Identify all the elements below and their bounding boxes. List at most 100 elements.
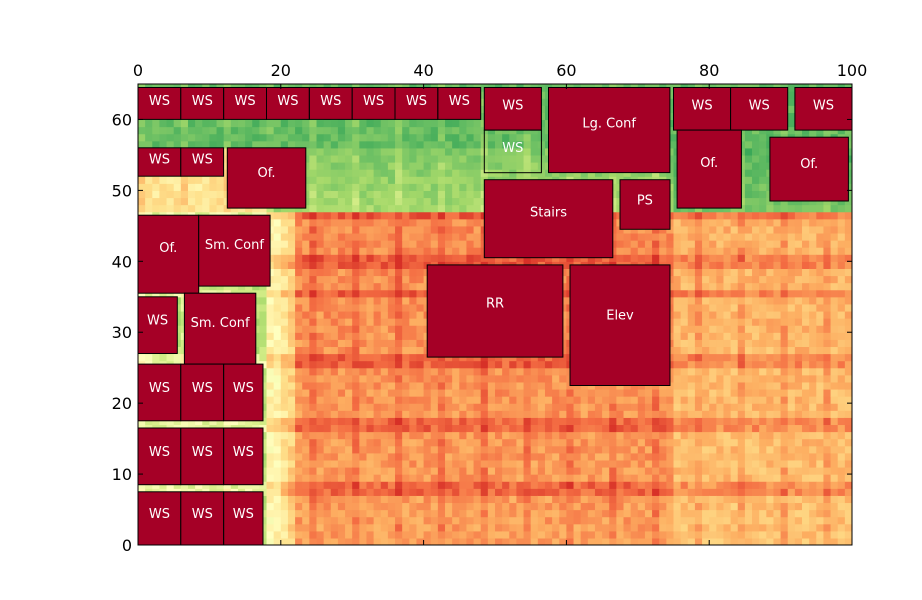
heat-cell — [302, 502, 310, 511]
heat-cell — [359, 211, 368, 220]
heat-cell — [587, 530, 596, 539]
heat-cell — [437, 474, 446, 482]
heat-cell — [152, 183, 161, 191]
heat-cell — [623, 474, 632, 482]
heat-cell — [373, 162, 382, 170]
heat-cell — [330, 211, 339, 220]
heat-cell — [316, 169, 325, 177]
heat-cell — [359, 452, 368, 461]
heat-cell — [473, 133, 482, 142]
heat-cell — [445, 169, 453, 177]
heat-cell — [316, 247, 325, 255]
heat-cell — [523, 154, 532, 163]
heat-cell — [173, 119, 182, 128]
heat-cell — [623, 254, 632, 262]
heat-cell — [659, 495, 667, 504]
heat-cell — [359, 282, 368, 291]
heat-cell — [580, 403, 589, 411]
heat-cell — [480, 474, 489, 482]
heat-cell — [209, 126, 218, 135]
heat-cell — [280, 516, 289, 525]
heat-cell — [395, 452, 403, 461]
heat-cell — [216, 183, 225, 191]
heat-cell — [359, 516, 368, 525]
heat-cell — [259, 310, 268, 319]
heat-cell — [287, 438, 296, 447]
heat-cell — [316, 240, 325, 248]
heat-cell — [366, 537, 375, 545]
heat-cell — [452, 488, 460, 496]
heat-cell — [259, 325, 268, 333]
heat-cell — [630, 516, 639, 525]
heat-cell — [266, 424, 275, 433]
heat-cell — [309, 374, 318, 383]
heat-cell — [309, 197, 318, 206]
heat-cell — [659, 537, 667, 545]
heat-cell — [266, 459, 275, 468]
heat-cell — [409, 325, 418, 333]
heat-cell — [145, 176, 153, 184]
heat-cell — [387, 247, 396, 255]
heat-cell — [323, 339, 332, 348]
heat-cell — [616, 431, 625, 440]
heat-cell — [373, 346, 382, 355]
heat-cell — [473, 495, 482, 504]
heat-cell — [566, 424, 575, 433]
heat-cell — [523, 431, 532, 440]
heat-cell — [359, 240, 368, 248]
heat-cell — [445, 367, 453, 376]
heat-cell — [330, 154, 339, 163]
heat-cell — [337, 140, 346, 149]
heat-cell — [602, 502, 610, 511]
heat-cell — [509, 403, 518, 411]
heat-cell — [323, 289, 332, 298]
heat-cell — [359, 310, 368, 319]
heat-cell — [337, 154, 346, 163]
heat-cell — [430, 147, 439, 156]
heat-cell — [466, 218, 475, 227]
heat-cell — [466, 225, 475, 234]
heat-cell — [466, 509, 475, 518]
heat-cell — [387, 530, 396, 539]
heat-cell — [573, 424, 582, 433]
heat-cell — [387, 537, 396, 545]
heat-cell — [330, 466, 339, 475]
heat-cell — [373, 353, 382, 362]
heat-cell — [202, 133, 210, 142]
heat-cell — [402, 232, 410, 241]
heat-cell — [673, 410, 682, 418]
heat-cell — [159, 140, 168, 149]
heat-cell — [423, 190, 432, 199]
heat-cell — [452, 452, 460, 461]
heat-cell — [559, 516, 567, 525]
heat-cell — [309, 119, 318, 128]
heat-cell — [644, 431, 653, 440]
heat-cell — [259, 332, 268, 340]
heat-cell — [530, 133, 539, 142]
heat-cell — [680, 474, 689, 482]
heat-cell — [337, 325, 346, 333]
heat-cell — [423, 502, 432, 511]
heat-cell — [352, 147, 360, 156]
heat-cell — [395, 169, 403, 177]
heat-cell — [680, 509, 689, 518]
heat-cell — [380, 360, 389, 369]
heat-cell — [373, 537, 382, 545]
heat-cell — [544, 403, 553, 411]
heat-cell — [395, 374, 403, 383]
heat-cell — [266, 367, 275, 376]
heat-cell — [673, 466, 682, 475]
heat-cell — [295, 282, 303, 291]
heat-cell — [644, 410, 653, 418]
heat-cell — [452, 190, 460, 199]
heat-cell — [295, 339, 303, 348]
heat-cell — [387, 154, 396, 163]
heat-cell — [280, 296, 289, 305]
heat-cell — [580, 452, 589, 461]
heat-cell — [530, 374, 539, 383]
heat-cell — [295, 360, 303, 369]
heat-cell — [416, 410, 425, 418]
heat-cell — [659, 247, 667, 255]
heat-cell — [337, 225, 346, 234]
heat-cell — [352, 431, 360, 440]
